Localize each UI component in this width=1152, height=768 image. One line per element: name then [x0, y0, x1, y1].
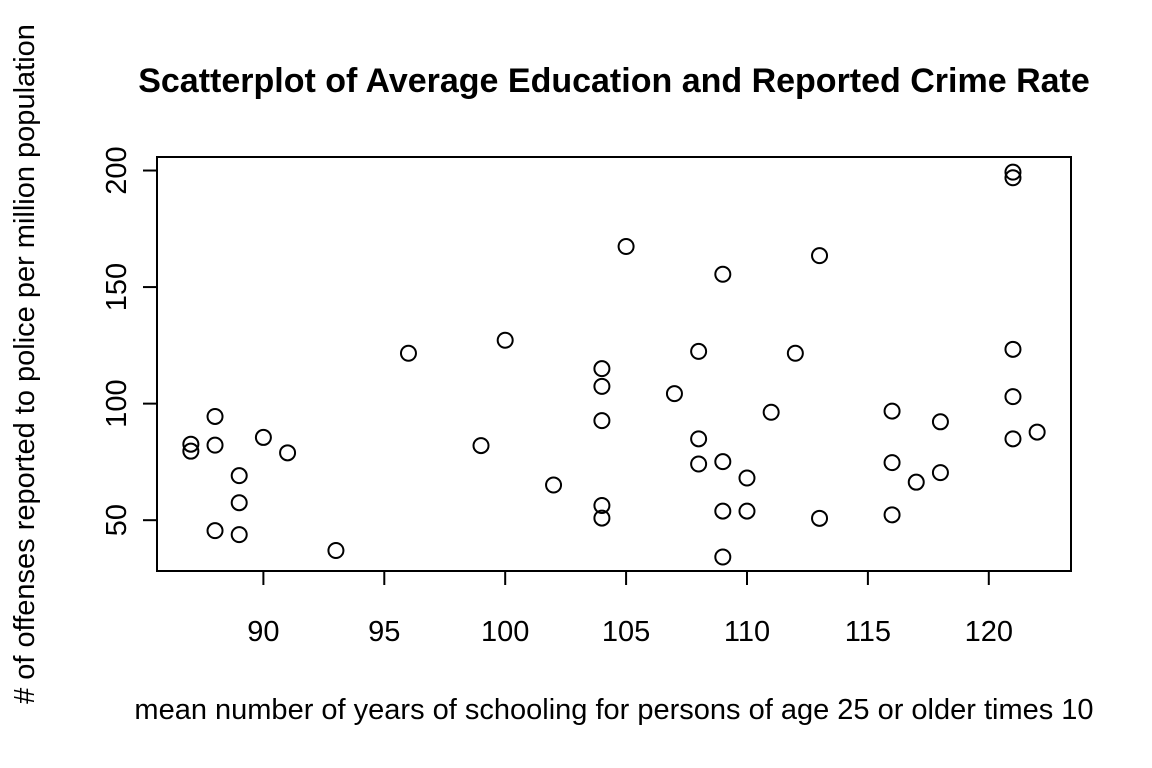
data-point: [714, 502, 732, 520]
data-point: [399, 344, 417, 362]
x-tick-label: 100: [481, 616, 529, 648]
data-point: [206, 407, 224, 425]
chart-title: Scatterplot of Average Education and Rep…: [138, 62, 1090, 100]
data-point: [182, 435, 200, 453]
data-point: [883, 454, 901, 472]
x-tick-label: 105: [602, 616, 650, 648]
data-point: [279, 444, 297, 462]
data-point: [254, 428, 272, 446]
plot-frame: [156, 156, 1072, 572]
x-tick-label: 115: [845, 616, 891, 648]
data-point: [472, 437, 490, 455]
data-point: [762, 403, 780, 421]
y-tick-label: 200: [101, 146, 133, 194]
data-point: [230, 467, 248, 485]
data-point: [811, 247, 829, 265]
x-axis: 90 95 100 105 110 115 120: [247, 571, 1013, 648]
data-point: [883, 402, 901, 420]
data-point: [593, 377, 611, 395]
data-point: [1004, 430, 1022, 448]
y-tick-label: 50: [101, 504, 133, 536]
data-point: [327, 541, 345, 559]
data-point: [1004, 169, 1022, 187]
y-tick-label: 150: [101, 263, 133, 311]
data-point: [907, 473, 925, 491]
data-point: [593, 412, 611, 430]
x-tick-label: 110: [724, 616, 770, 648]
data-point: [714, 548, 732, 566]
data-point: [665, 385, 683, 403]
data-point: [690, 342, 708, 360]
data-point: [1004, 388, 1022, 406]
data-point: [593, 509, 611, 527]
x-tick-label: 95: [368, 616, 400, 648]
data-point: [593, 360, 611, 378]
data-point: [1028, 423, 1046, 441]
x-axis-label: mean number of years of schooling for pe…: [134, 694, 1093, 726]
data-point: [1004, 163, 1022, 181]
data-point: [496, 331, 514, 349]
data-point: [593, 496, 611, 514]
data-point: [230, 526, 248, 544]
data-point: [786, 344, 804, 362]
data-point: [690, 455, 708, 473]
data-point: [230, 494, 248, 512]
data-points: [182, 163, 1046, 566]
data-point: [714, 265, 732, 283]
data-point: [206, 522, 224, 540]
y-tick-label: 100: [101, 379, 133, 427]
y-axis: 50 100 150 200: [101, 146, 157, 536]
data-point: [690, 430, 708, 448]
data-point: [738, 469, 756, 487]
data-point: [182, 442, 200, 460]
data-point: [617, 238, 635, 256]
data-point: [545, 476, 563, 494]
data-point: [738, 502, 756, 520]
data-point: [883, 506, 901, 524]
x-tick-label: 120: [965, 616, 1013, 648]
data-point: [714, 453, 732, 471]
data-point: [811, 509, 829, 527]
x-tick-label: 90: [247, 616, 279, 648]
data-point: [931, 464, 949, 482]
data-point: [931, 413, 949, 431]
data-point: [1004, 340, 1022, 358]
data-point: [206, 436, 224, 454]
y-axis-label: # of offenses reported to police per mil…: [9, 24, 41, 704]
